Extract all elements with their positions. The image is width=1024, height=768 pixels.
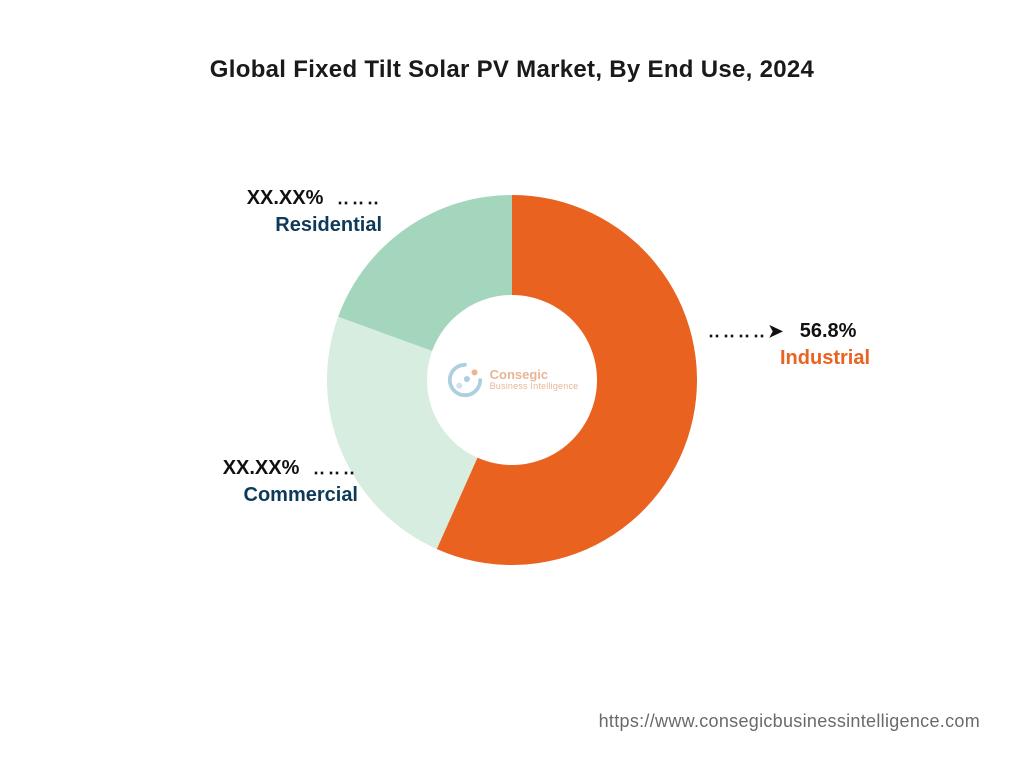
leader-dots-icon: ‥‥‥	[329, 188, 382, 208]
logo-brand-line2: Business Intelligence	[490, 382, 579, 392]
callout-industrial: ‥‥‥‥➤ 56.8% Industrial	[708, 318, 928, 372]
chart-title: Global Fixed Tilt Solar PV Market, By En…	[0, 56, 1024, 84]
leader-arrow-icon: ‥‥‥‥➤	[708, 321, 794, 341]
logo-brand-line1: Consegic	[490, 368, 579, 382]
donut-chart: Consegic Business Intelligence	[312, 180, 712, 580]
residential-pct: XX.XX%	[247, 187, 324, 209]
commercial-pct: XX.XX%	[223, 457, 300, 479]
residential-label: Residential	[172, 212, 382, 239]
commercial-label: Commercial	[148, 482, 358, 509]
callout-commercial: XX.XX% ‥‥‥ Commercial	[148, 455, 358, 509]
callout-residential: XX.XX% ‥‥‥ Residential	[172, 185, 382, 239]
industrial-label: Industrial	[708, 345, 928, 372]
logo-mark-icon	[446, 361, 484, 399]
industrial-pct: 56.8%	[800, 320, 857, 342]
leader-dots-icon: ‥‥‥	[305, 458, 358, 478]
source-url: https://www.consegicbusinessintelligence…	[599, 711, 980, 732]
watermark-logo: Consegic Business Intelligence	[437, 352, 587, 408]
logo-text: Consegic Business Intelligence	[490, 368, 579, 392]
